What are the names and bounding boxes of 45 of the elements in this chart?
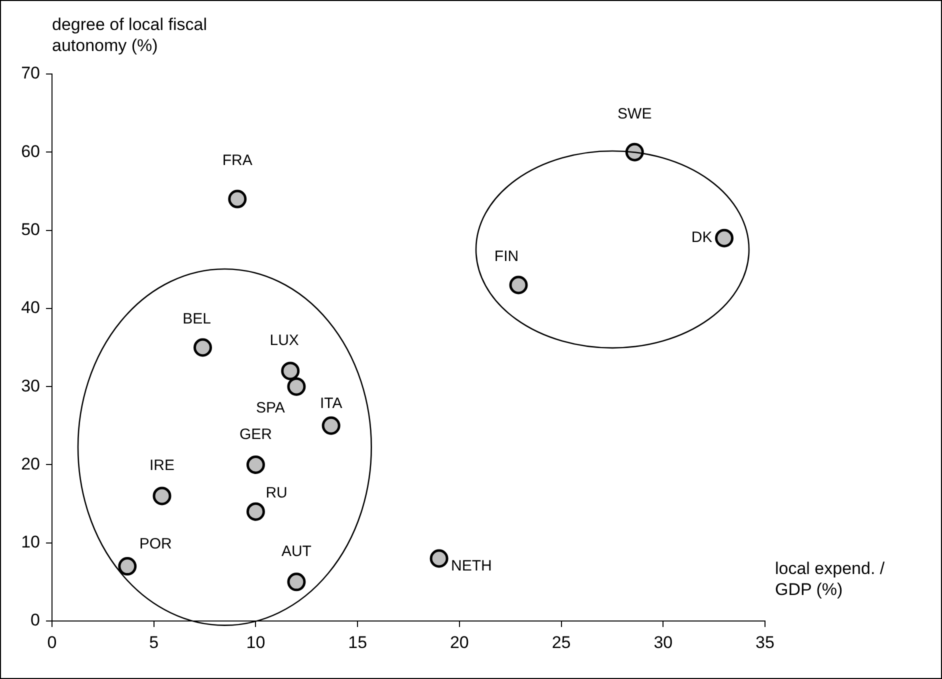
y-tick-label: 10 [21, 532, 40, 552]
series-label: FRA [222, 152, 252, 170]
y-tick-label: 60 [21, 142, 40, 161]
y-tick-label: 40 [21, 298, 40, 318]
series-label: LUX [270, 332, 299, 350]
x-tick-label: 30 [654, 632, 673, 652]
series-label: DK [691, 229, 712, 246]
x-tick-label: 5 [149, 632, 159, 652]
x-tick-label: 20 [450, 632, 469, 652]
y-tick-label: 20 [21, 454, 40, 474]
x-tick-label: 0 [47, 632, 57, 652]
series-label: ITA [320, 394, 342, 412]
point [246, 455, 265, 474]
x-tick-label: 10 [246, 632, 266, 652]
point [322, 416, 340, 435]
series-label: AUT [281, 543, 312, 560]
point [287, 377, 306, 396]
x-tick-label: 25 [552, 632, 571, 652]
series-label: NETH [451, 558, 492, 575]
series-label: FIN [494, 248, 519, 266]
x-tick-label: 35 [756, 632, 774, 652]
series-label: POR [139, 535, 172, 552]
series-label: BEL [182, 310, 211, 328]
point [246, 502, 265, 521]
y-axis-title: degree of local fiscal autonomy (%) [52, 15, 207, 55]
series-label: GER [239, 426, 272, 443]
point [194, 338, 212, 357]
point [228, 190, 247, 208]
point [287, 572, 306, 592]
point [281, 362, 300, 380]
point [509, 276, 528, 294]
point [152, 486, 172, 506]
x-axis-title: local expend. / GDP (%) [775, 559, 885, 599]
point [118, 557, 137, 576]
y-tick-label: 70 [21, 64, 40, 83]
series-label: SPA [256, 400, 285, 417]
y-tick-label: 30 [21, 376, 40, 396]
point [715, 228, 734, 248]
series-label: RU [266, 484, 288, 502]
point [430, 549, 448, 568]
series-label: IRE [150, 457, 175, 474]
y-tick-label: 0 [30, 610, 40, 630]
series-label: SWE [618, 105, 652, 122]
y-tick-label: 50 [21, 220, 40, 239]
x-tick-label: 15 [348, 632, 368, 652]
